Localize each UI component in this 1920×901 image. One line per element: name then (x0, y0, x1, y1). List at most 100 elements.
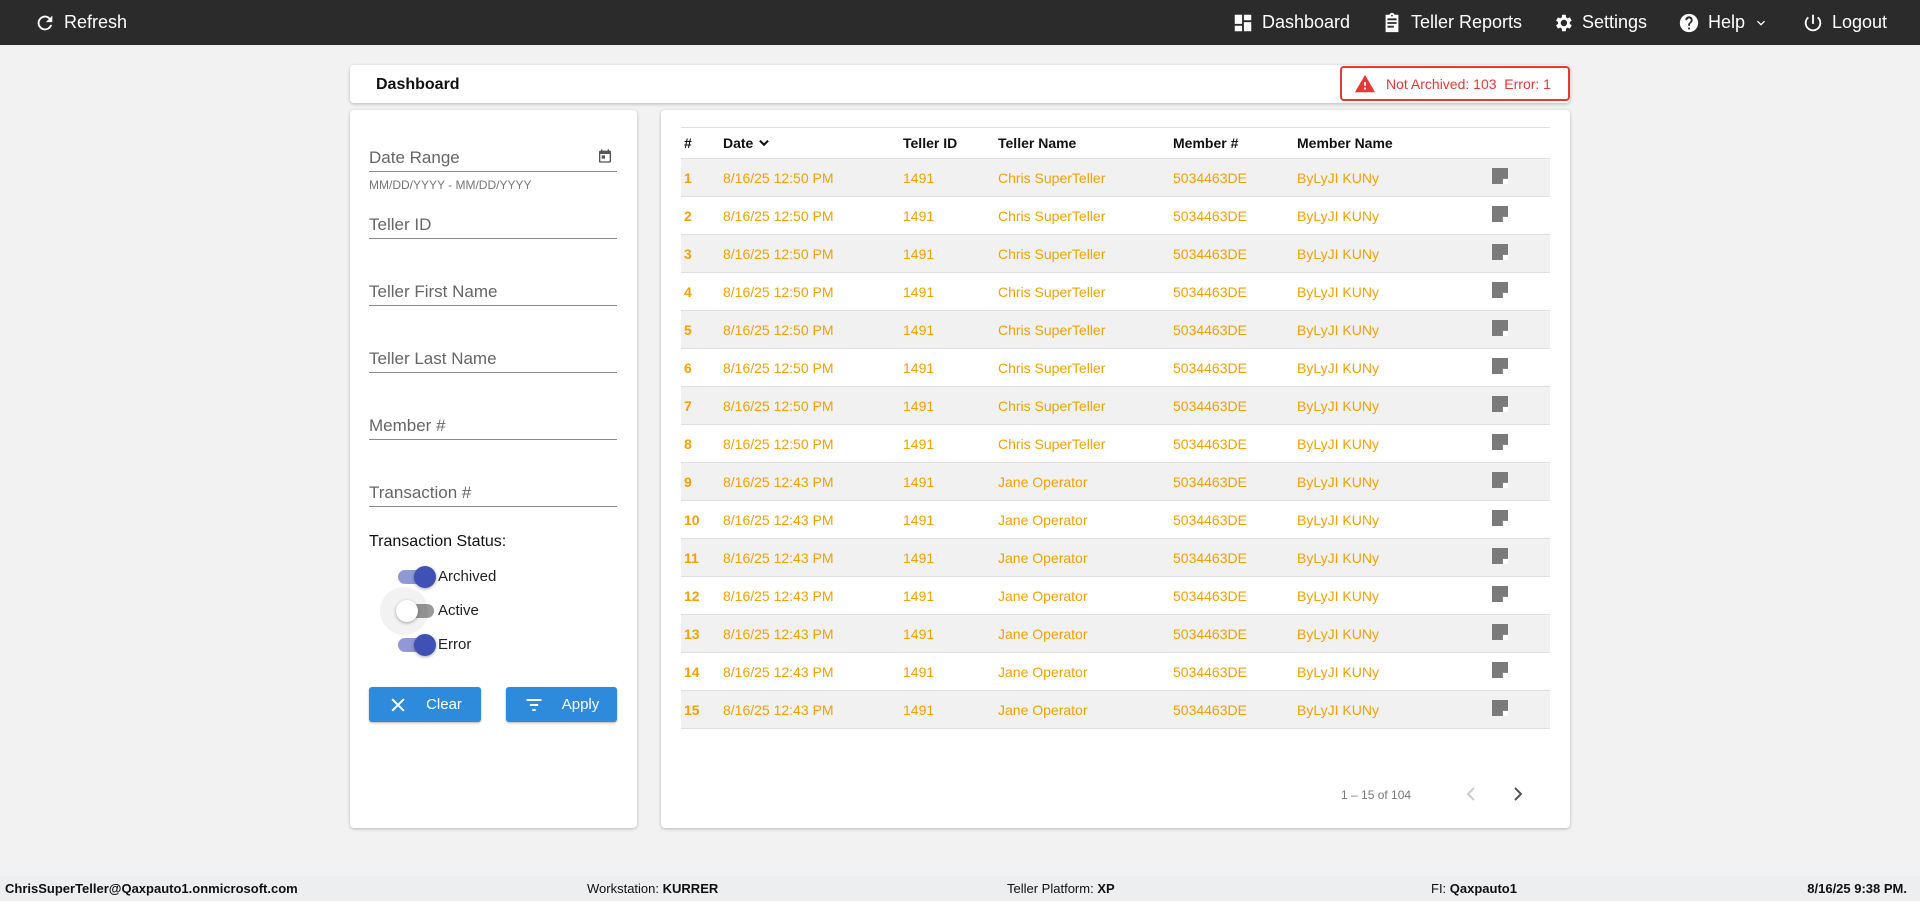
member-number-field[interactable] (369, 408, 617, 440)
table-cell-actions (1489, 386, 1550, 425)
table-row[interactable]: 7 8/16/25 12:50 PM 1491 Chris SuperTeller 50… (681, 386, 1550, 425)
table-cell: 8/16/25 12:43 PM (720, 538, 900, 577)
date-range-input[interactable] (369, 140, 617, 170)
table-row[interactable]: 14 8/16/25 12:43 PM 1491 Jane Operator 50344… (681, 652, 1550, 691)
table-cell: 8/16/25 12:50 PM (720, 196, 900, 235)
column-header[interactable]: Date (720, 127, 900, 159)
table-row[interactable]: 2 8/16/25 12:50 PM 1491 Chris SuperTeller 50… (681, 196, 1550, 235)
table-cell: 8/16/25 12:43 PM (720, 614, 900, 653)
table-cell-actions (1489, 196, 1550, 235)
warning-icon (1354, 74, 1376, 92)
sort-desc-icon[interactable] (757, 136, 771, 150)
note-icon[interactable] (1492, 282, 1508, 298)
column-header: # (681, 127, 720, 159)
table-cell: Chris SuperTeller (995, 158, 1170, 197)
table-row[interactable]: 6 8/16/25 12:50 PM 1491 Chris SuperTeller 50… (681, 348, 1550, 387)
note-icon[interactable] (1492, 472, 1508, 488)
table-row[interactable]: 13 8/16/25 12:43 PM 1491 Jane Operator 50344… (681, 614, 1550, 653)
table-cell: Chris SuperTeller (995, 310, 1170, 349)
note-icon[interactable] (1492, 206, 1508, 222)
nav-dashboard[interactable]: Dashboard (1232, 0, 1350, 45)
teller-id-field[interactable] (369, 207, 617, 239)
table-row[interactable]: 3 8/16/25 12:50 PM 1491 Chris SuperTeller 50… (681, 234, 1550, 273)
table-row[interactable]: 4 8/16/25 12:50 PM 1491 Chris SuperTeller 50… (681, 272, 1550, 311)
table-cell: 1491 (900, 310, 995, 349)
nav-logout[interactable]: Logout (1802, 0, 1887, 45)
note-icon[interactable] (1492, 624, 1508, 640)
dashboard-icon (1234, 14, 1252, 31)
table-row[interactable]: 15 8/16/25 12:43 PM 1491 Jane Operator 50344… (681, 690, 1550, 729)
table-cell: 5034463DE (1170, 538, 1294, 577)
note-icon[interactable] (1492, 700, 1508, 716)
help-icon (1679, 13, 1699, 32)
note-icon[interactable] (1492, 510, 1508, 526)
note-icon[interactable] (1492, 396, 1508, 412)
member-number-input[interactable] (369, 408, 617, 438)
table-row[interactable]: 11 8/16/25 12:43 PM 1491 Jane Operator 50344… (681, 538, 1550, 577)
table-cell: ByLyJI KUNy (1294, 310, 1489, 349)
note-icon[interactable] (1492, 548, 1508, 564)
previous-page-button[interactable] (1459, 782, 1483, 806)
transaction-number-field[interactable] (369, 475, 617, 507)
note-icon[interactable] (1492, 168, 1508, 184)
toggle-archived[interactable]: Archived (398, 565, 496, 588)
note-icon[interactable] (1492, 358, 1508, 374)
date-range-field[interactable] (369, 140, 617, 172)
table-cell: 5034463DE (1170, 652, 1294, 691)
table-cell: 8/16/25 12:50 PM (720, 386, 900, 425)
table-row[interactable]: 5 8/16/25 12:50 PM 1491 Chris SuperTeller 50… (681, 310, 1550, 349)
table-cell: 8/16/25 12:43 PM (720, 576, 900, 615)
note-icon[interactable] (1492, 320, 1508, 336)
table-cell: 13 (681, 614, 720, 653)
table-row[interactable]: 8 8/16/25 12:50 PM 1491 Chris SuperTeller 50… (681, 424, 1550, 463)
table-cell: ByLyJI KUNy (1294, 462, 1489, 501)
table-row[interactable]: 10 8/16/25 12:43 PM 1491 Jane Operator 50344… (681, 500, 1550, 539)
top-nav-bar: Refresh Dashboard Teller Reports Setting… (0, 0, 1920, 45)
teller-last-name-field[interactable] (369, 341, 617, 373)
table-cell-actions (1489, 538, 1550, 577)
teller-last-name-input[interactable] (369, 341, 617, 371)
teller-first-name-field[interactable] (369, 274, 617, 306)
close-icon (391, 697, 405, 712)
teller-id-input[interactable] (369, 207, 617, 237)
table-cell: Jane Operator (995, 690, 1170, 729)
column-header-actions (1489, 127, 1550, 159)
transaction-number-input[interactable] (369, 475, 617, 505)
table-cell: 1491 (900, 158, 995, 197)
footer-user: ChrisSuperTeller@Qaxpauto1.onmicrosoft.c… (5, 881, 298, 896)
note-icon[interactable] (1492, 244, 1508, 260)
table-cell-actions (1489, 652, 1550, 691)
toggle-error[interactable]: Error (398, 633, 471, 656)
table-cell: 5034463DE (1170, 234, 1294, 273)
table-cell: 1491 (900, 690, 995, 729)
apply-button[interactable]: Apply (506, 687, 617, 722)
filter-icon (526, 698, 542, 711)
table-row[interactable]: 1 8/16/25 12:50 PM 1491 Chris SuperTeller 50… (681, 158, 1550, 197)
note-icon[interactable] (1492, 586, 1508, 602)
table-cell: ByLyJI KUNy (1294, 272, 1489, 311)
table-cell: 8/16/25 12:43 PM (720, 462, 900, 501)
table-cell: 1 (681, 158, 720, 197)
table-cell: 2 (681, 196, 720, 235)
table-row[interactable]: 9 8/16/25 12:43 PM 1491 Jane Operator 503446… (681, 462, 1550, 501)
calendar-icon[interactable] (597, 148, 613, 164)
table-cell: 1491 (900, 614, 995, 653)
refresh-icon (37, 15, 53, 30)
nav-teller-reports[interactable]: Teller Reports (1381, 0, 1522, 45)
table-cell-actions (1489, 234, 1550, 273)
teller-first-name-input[interactable] (369, 274, 617, 304)
toggle-active[interactable]: Active (380, 586, 479, 635)
refresh-button[interactable]: Refresh (34, 0, 127, 45)
clear-button[interactable]: Clear (369, 687, 481, 722)
nav-settings[interactable]: Settings (1552, 0, 1647, 45)
note-icon[interactable] (1492, 434, 1508, 450)
archive-status-alert[interactable]: Not Archived: 103 Error: 1 (1340, 66, 1570, 101)
note-icon[interactable] (1492, 662, 1508, 678)
table-row[interactable]: 12 8/16/25 12:43 PM 1491 Jane Operator 50344… (681, 576, 1550, 615)
table-cell: 11 (681, 538, 720, 577)
table-cell: Jane Operator (995, 500, 1170, 539)
power-icon (1804, 14, 1822, 31)
nav-help[interactable]: Help (1678, 0, 1769, 45)
column-header: Member Name (1294, 127, 1489, 159)
next-page-button[interactable] (1506, 782, 1530, 806)
